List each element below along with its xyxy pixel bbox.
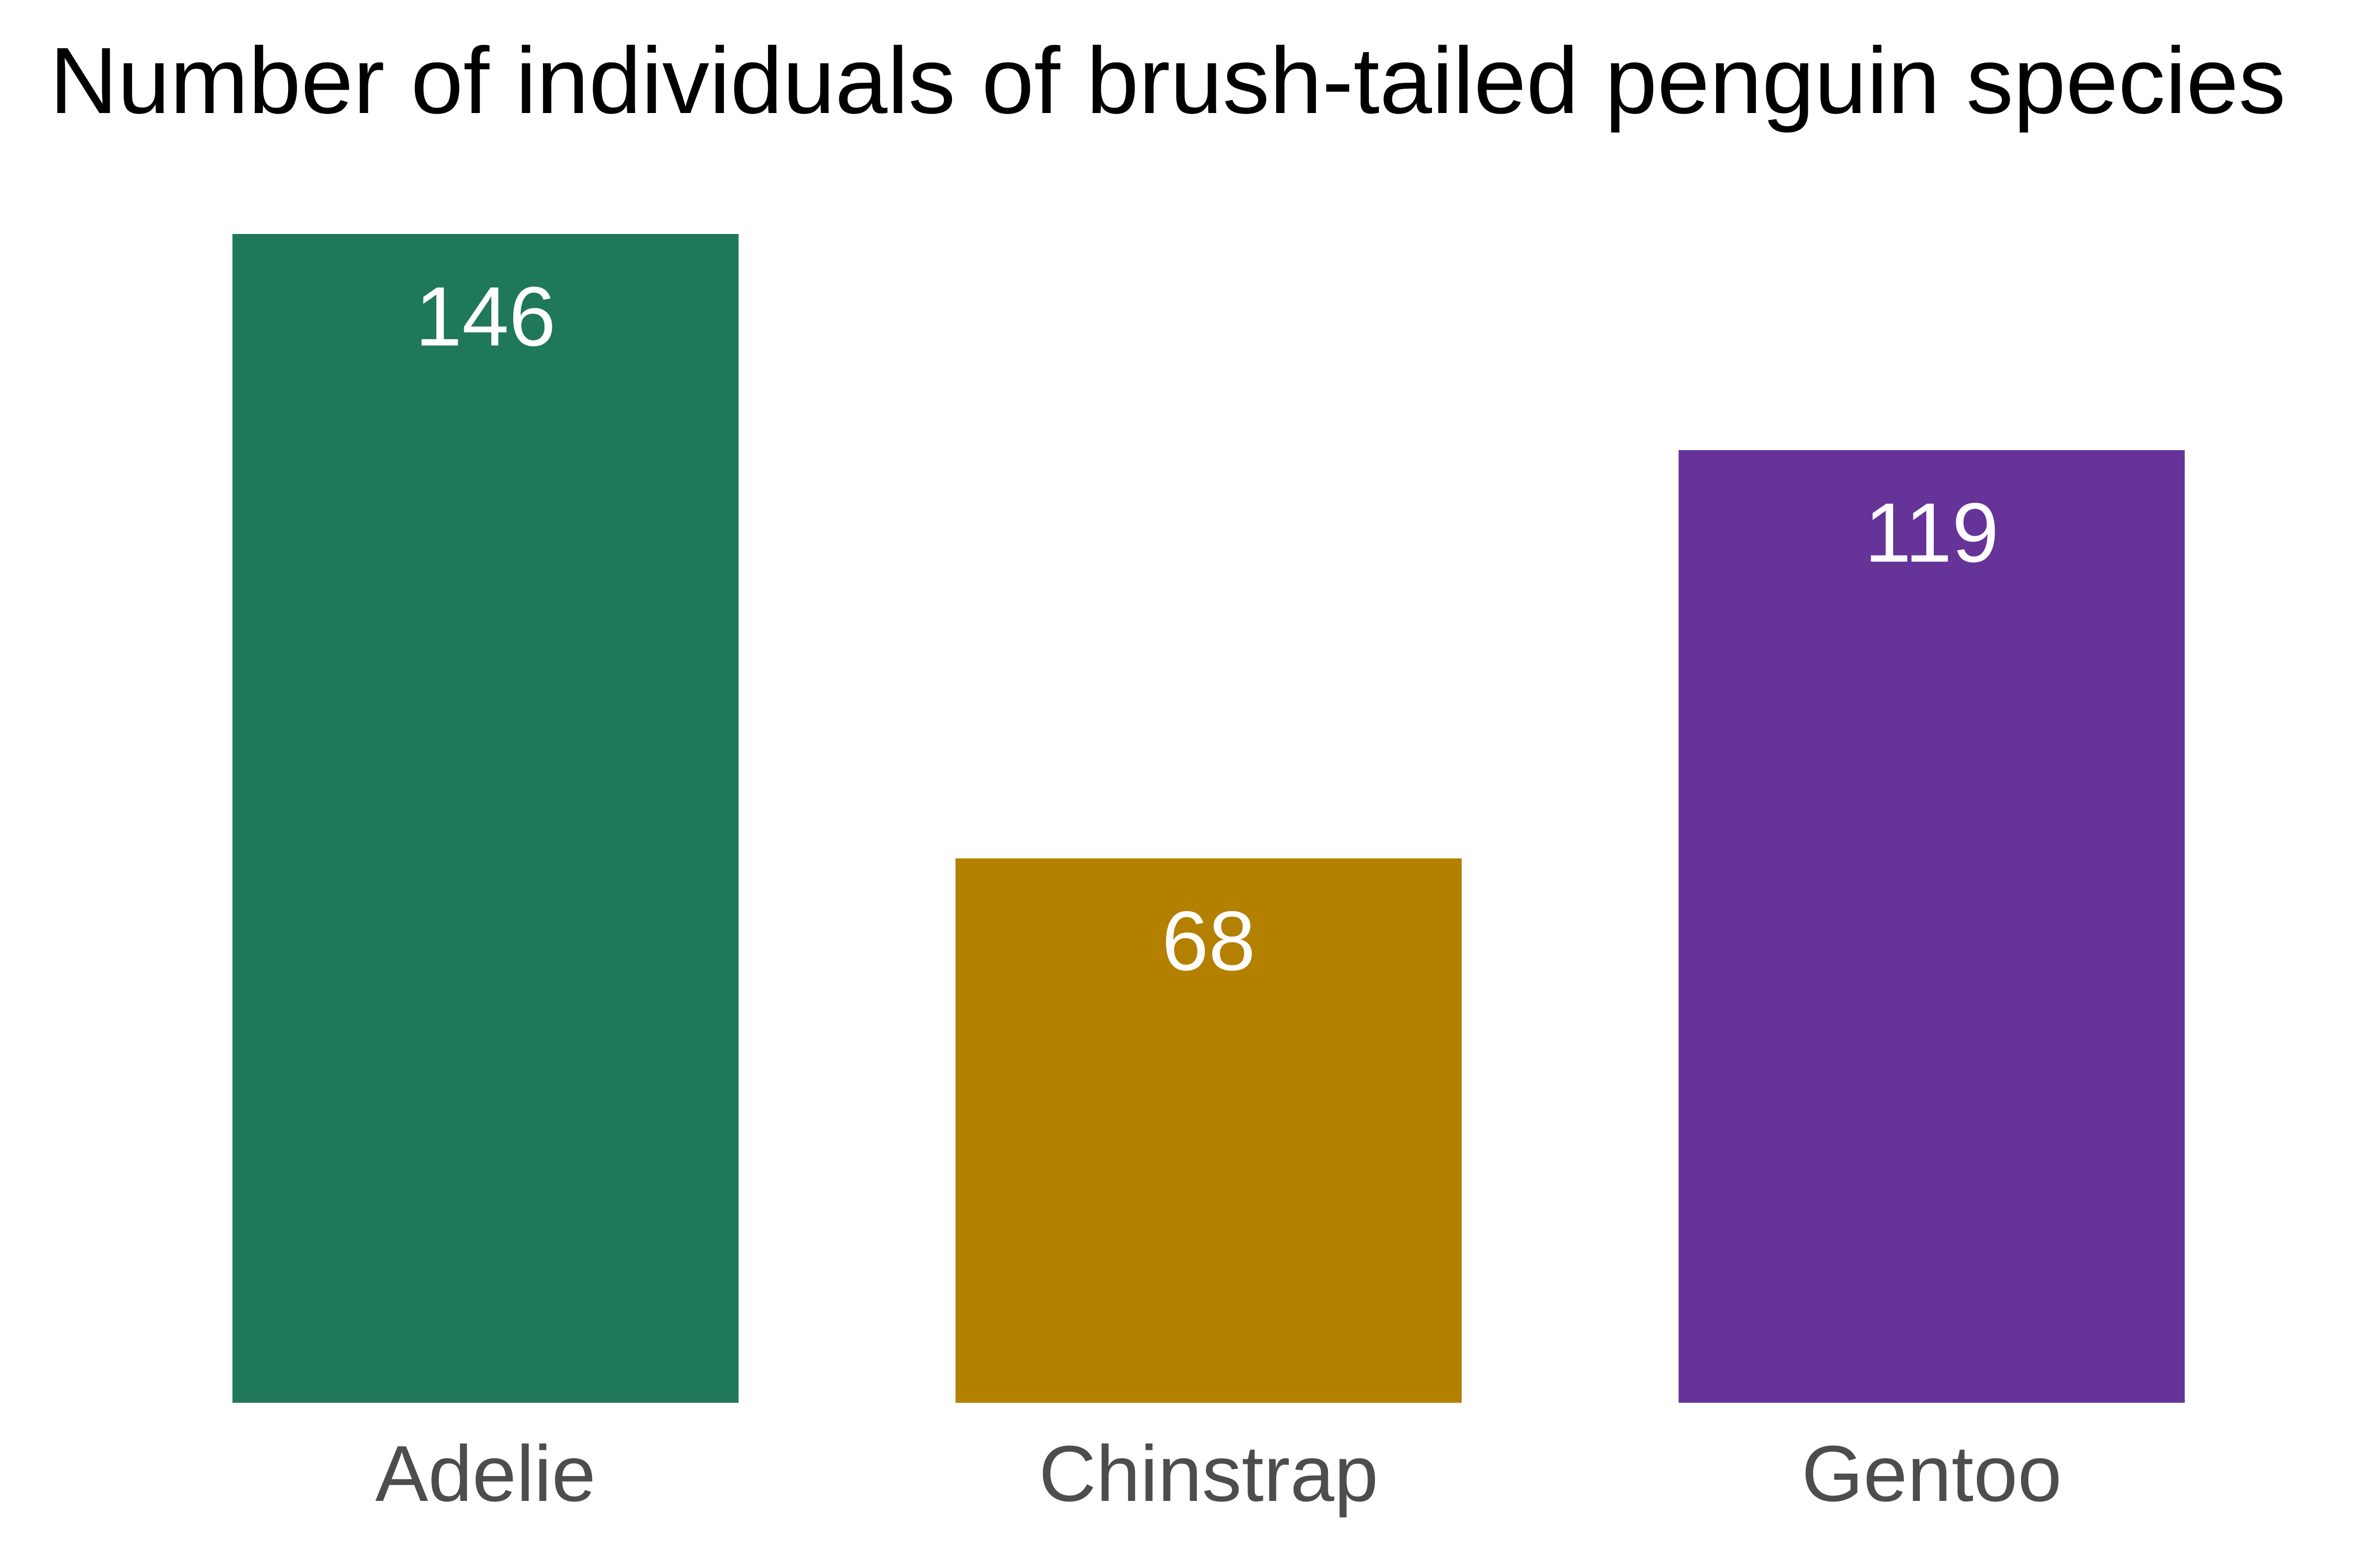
- x-axis-tick-labels: Adelie Chinstrap Gentoo: [375, 1429, 2062, 1518]
- bar-adelie: [232, 234, 739, 1403]
- bar-gentoo: [1678, 450, 2185, 1403]
- x-tick-label-adelie: Adelie: [375, 1429, 596, 1518]
- data-label-gentoo: 119: [1864, 486, 1999, 580]
- data-label-adelie: 146: [415, 270, 556, 364]
- data-label-chinstrap: 68: [1162, 894, 1255, 988]
- x-tick-label-chinstrap: Chinstrap: [1039, 1429, 1378, 1518]
- chart-title: Number of individuals of brush-tailed pe…: [50, 28, 2286, 133]
- x-tick-label-gentoo: Gentoo: [1801, 1429, 2062, 1518]
- bar-chinstrap: [955, 858, 1462, 1403]
- bars-layer: [232, 234, 2185, 1403]
- data-labels-layer: 146 68 119: [415, 270, 1999, 988]
